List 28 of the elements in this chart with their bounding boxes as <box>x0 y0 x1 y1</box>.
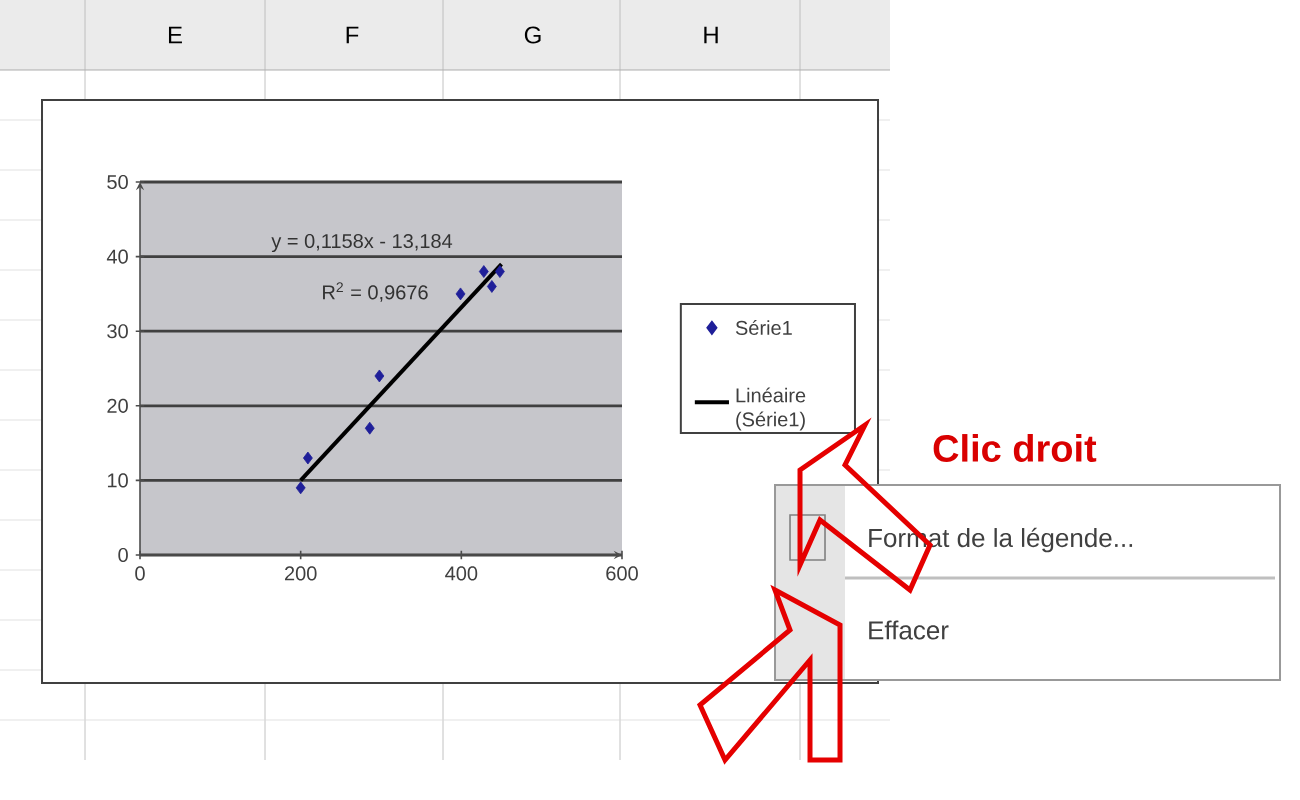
y-tick-label: 30 <box>107 324 128 339</box>
y-tick-label: 0 <box>118 547 128 563</box>
point <box>455 287 466 301</box>
y-tick-label: 50 <box>107 174 128 190</box>
legend-label: Série1 <box>735 320 792 335</box>
text: H <box>704 26 718 44</box>
text: G <box>524 26 541 44</box>
y-tick-label: 40 <box>106 249 128 264</box>
point <box>303 451 313 465</box>
point <box>478 265 489 278</box>
y-tick-label: 20 <box>107 398 128 413</box>
text: E <box>168 26 182 44</box>
point <box>364 421 375 435</box>
annotation: R$^{2}$ = 0,9676 <box>323 282 428 302</box>
x-tick-label: 200 <box>284 566 317 581</box>
x-tick-label: 400 <box>445 566 478 581</box>
x-tick-label: 600 <box>606 566 638 581</box>
point <box>295 481 306 495</box>
legend-label: Linéaire (Série1) <box>736 387 806 431</box>
y-tick-label: 10 <box>107 473 128 488</box>
text: Clic droit <box>933 434 1097 462</box>
point <box>486 280 497 293</box>
text: Effacer <box>869 620 949 640</box>
annotation: y = 0,1158x - 13,184 <box>271 233 453 253</box>
point <box>494 265 505 278</box>
text: F <box>346 26 359 44</box>
x-tick-label: 0 <box>135 566 145 581</box>
point <box>374 369 385 383</box>
